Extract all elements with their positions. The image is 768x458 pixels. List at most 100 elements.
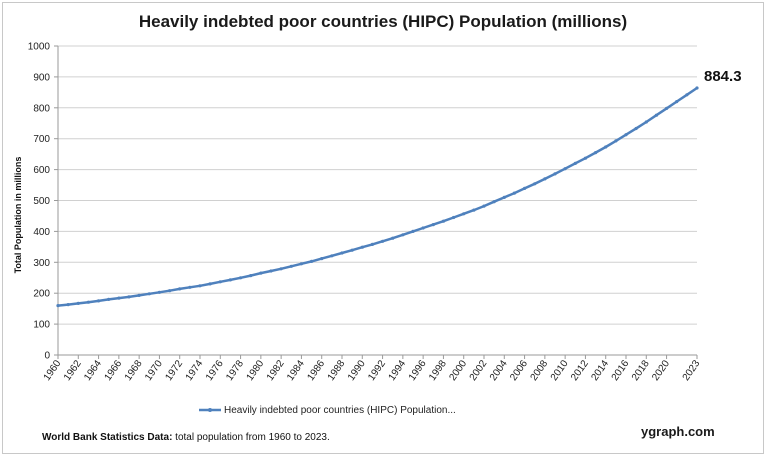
- x-tick-label: 1968: [123, 358, 145, 383]
- x-tick-label: 1996: [407, 358, 429, 383]
- data-point: [512, 191, 517, 195]
- data-point: [381, 239, 385, 243]
- x-tick-label: 1974: [184, 358, 206, 383]
- data-point: [462, 212, 466, 216]
- data-point: [279, 267, 283, 271]
- data-point: [66, 303, 70, 307]
- data-point: [218, 280, 222, 284]
- x-tick-label: 1984: [285, 358, 307, 383]
- data-point: [583, 156, 588, 160]
- data-point: [117, 296, 121, 300]
- data-point: [604, 145, 608, 149]
- data-point: [178, 287, 182, 291]
- data-point: [249, 274, 253, 278]
- x-tick-label: 1970: [143, 358, 165, 383]
- data-point: [421, 226, 425, 230]
- x-tick-label: 2010: [549, 358, 571, 383]
- data-point: [431, 223, 435, 227]
- data-point: [208, 282, 212, 286]
- grid: [58, 45, 697, 325]
- x-tick-label: 1964: [82, 358, 104, 383]
- data-point: [320, 257, 324, 261]
- x-tick-label: 1972: [163, 358, 185, 383]
- y-axis-label: Total Population in millions: [13, 157, 23, 274]
- data-point: [107, 297, 111, 301]
- data-point: [239, 276, 243, 280]
- data-point: [370, 242, 374, 246]
- data-point: [198, 284, 202, 288]
- data-point: [147, 292, 151, 296]
- data-point: [299, 262, 303, 266]
- footer-source: World Bank Statistics Data: total popula…: [42, 432, 330, 443]
- data-point: [137, 293, 141, 297]
- y-tick-label: 1000: [28, 42, 51, 53]
- data-point: [310, 259, 314, 263]
- data-point: [594, 151, 598, 155]
- x-tick-label: 1998: [427, 358, 449, 383]
- data-point: [391, 236, 395, 240]
- data-point: [360, 245, 364, 249]
- data-point: [634, 126, 638, 131]
- x-tick-label: 2006: [508, 358, 530, 383]
- last-value-annotation: 884.3: [704, 68, 742, 85]
- data-point: [441, 219, 445, 223]
- data-point: [665, 106, 669, 110]
- data-point: [502, 195, 506, 199]
- x-tick-label: 2020: [650, 358, 672, 383]
- footer-source-text: total population from 1960 to 2023.: [172, 432, 329, 443]
- x-tick-label: 2016: [610, 358, 632, 383]
- y-tick-label: 700: [33, 134, 50, 145]
- data-point: [452, 215, 456, 220]
- data-point: [330, 254, 334, 258]
- y-tick-label: 800: [33, 103, 50, 114]
- x-tick-label: 1966: [103, 358, 125, 383]
- data-point: [97, 299, 101, 303]
- data-point: [563, 167, 567, 171]
- data-point: [76, 301, 80, 305]
- data-point: [86, 300, 90, 304]
- legend: Heavily indebted poor countries (HIPC) P…: [199, 405, 456, 416]
- brand-logo: ygraph.com: [641, 424, 715, 439]
- x-axis-ticks: 1960196219641966196819701972197419761978…: [42, 355, 703, 383]
- data-point: [401, 233, 405, 237]
- data-point: [350, 248, 354, 252]
- x-tick-label: 1994: [387, 358, 409, 383]
- chart-frame: [2, 2, 764, 454]
- data-point: [644, 120, 648, 124]
- x-tick-label: 2002: [468, 358, 490, 383]
- y-axis-ticks: 0 100 200 300 400 500 600 700 800 900 1000: [28, 42, 58, 362]
- series-line: [57, 86, 698, 307]
- data-point: [543, 177, 547, 181]
- x-tick-label: 1992: [366, 358, 388, 383]
- legend-label: Heavily indebted poor countries (HIPC) P…: [224, 405, 456, 416]
- data-point: [624, 133, 628, 137]
- data-point: [492, 200, 496, 204]
- y-tick-label: 500: [33, 196, 50, 207]
- chart-title: Heavily indebted poor countries (HIPC) P…: [139, 12, 627, 31]
- x-tick-label: 1982: [265, 358, 287, 383]
- data-point: [553, 172, 557, 176]
- data-point: [695, 86, 699, 90]
- data-point: [411, 229, 415, 233]
- x-tick-label: 1990: [346, 358, 368, 383]
- x-tick-label: 2004: [488, 358, 510, 383]
- data-point: [523, 186, 527, 190]
- y-tick-label: 400: [33, 227, 50, 238]
- x-tick-label: 1986: [305, 358, 327, 383]
- footer-source-label: World Bank Statistics Data:: [42, 432, 172, 443]
- x-tick-label: 2012: [569, 358, 591, 383]
- y-tick-label: 200: [33, 289, 50, 300]
- data-point: [675, 100, 679, 104]
- x-tick-label: 1980: [245, 358, 267, 383]
- data-point: [188, 285, 192, 289]
- data-point: [228, 278, 232, 282]
- data-point: [269, 269, 273, 273]
- x-tick-label: 1960: [42, 358, 64, 383]
- y-tick-label: 100: [33, 320, 50, 331]
- y-tick-label: 600: [33, 165, 50, 176]
- data-point: [259, 271, 263, 275]
- x-tick-label: 1976: [204, 358, 226, 383]
- x-tick-label: 2014: [589, 358, 611, 383]
- data-point: [340, 251, 344, 255]
- x-tick-label: 2008: [529, 358, 551, 383]
